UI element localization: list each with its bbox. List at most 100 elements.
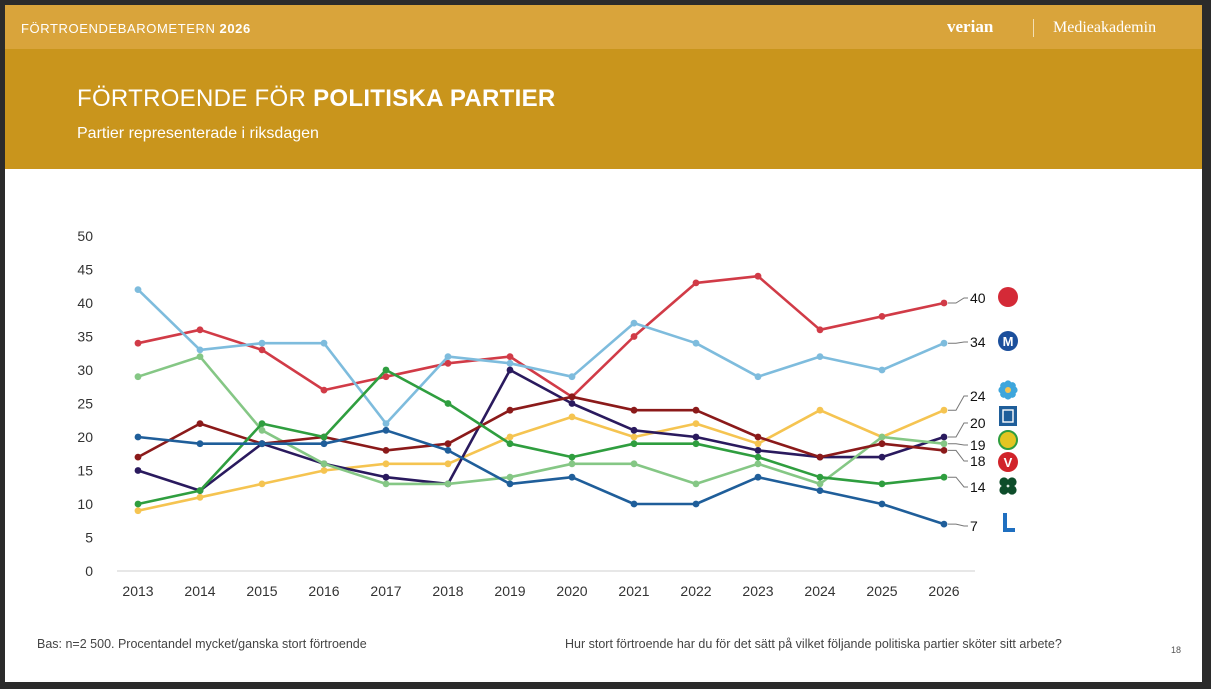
data-point: [134, 373, 142, 381]
data-point: [754, 460, 762, 468]
rose-icon: [998, 287, 1018, 307]
data-point: [506, 433, 514, 441]
series-line: [137, 368, 945, 492]
data-point: [692, 440, 700, 448]
data-point: [692, 339, 700, 347]
x-tick-label: 2021: [618, 583, 649, 599]
series-line: [137, 355, 945, 486]
data-point: [816, 480, 824, 488]
data-point: [630, 500, 638, 508]
data-point: [692, 420, 700, 427]
y-tick-label: 35: [77, 329, 93, 345]
data-point: [754, 433, 762, 441]
data-point: [134, 286, 142, 293]
series-line: [137, 368, 945, 506]
data-point: [630, 406, 638, 414]
data-point: [754, 373, 762, 381]
leader-line: [948, 443, 968, 446]
data-point: [692, 500, 700, 508]
data-point: [816, 453, 824, 461]
x-tick-label: 2019: [494, 583, 525, 599]
data-point: [940, 447, 948, 454]
data-point: [568, 473, 576, 481]
data-point: [196, 440, 204, 448]
data-point: [506, 359, 514, 367]
data-point: [816, 326, 824, 334]
data-point: [444, 359, 452, 367]
data-point: [754, 272, 762, 280]
header-band: FÖRTROENDE FÖR POLITISKA PARTIER Partier…: [5, 49, 1202, 169]
data-point: [940, 339, 948, 347]
x-tick-label: 2013: [122, 583, 153, 599]
brand-label: FÖRTROENDEBAROMETERN 2026: [21, 21, 251, 36]
series-end-label: 24: [970, 388, 986, 404]
y-tick-label: 10: [77, 496, 93, 512]
y-tick-label: 5: [85, 530, 93, 546]
leader-line: [948, 341, 968, 344]
data-point: [382, 460, 390, 468]
data-point: [568, 453, 576, 461]
kd-logo-icon: [999, 406, 1017, 426]
data-point: [444, 440, 452, 448]
data-point: [506, 406, 514, 414]
data-point: [878, 313, 886, 320]
data-point: [630, 433, 638, 441]
data-point: [816, 473, 824, 481]
data-point: [444, 400, 452, 407]
verian-logo: verian: [947, 17, 994, 36]
leader-line: [948, 422, 968, 438]
leader-line: [948, 523, 968, 527]
data-point: [382, 420, 390, 427]
clover-icon: [1007, 485, 1017, 495]
data-point: [444, 460, 452, 468]
series-line: [137, 408, 945, 512]
data-point: [754, 453, 762, 461]
data-point: [692, 433, 700, 441]
data-point: [320, 467, 328, 474]
series-end-label: 19: [970, 437, 986, 453]
data-point: [258, 346, 266, 354]
data-point: [196, 326, 204, 334]
series-end-label: 14: [970, 479, 986, 495]
y-tick-label: 45: [77, 262, 93, 278]
data-point: [692, 406, 700, 414]
data-point: [630, 333, 638, 340]
data-point: [258, 339, 266, 347]
leader-line: [948, 476, 968, 488]
series-line: [137, 274, 945, 399]
data-point: [940, 433, 948, 441]
l-logo-icon: [1003, 513, 1015, 532]
data-point: [568, 400, 576, 407]
data-point: [196, 353, 204, 360]
data-point: [940, 520, 948, 528]
leader-line: [948, 449, 968, 462]
data-point: [134, 467, 142, 474]
y-tick-label: 20: [77, 429, 93, 445]
data-point: [320, 433, 328, 441]
data-point: [320, 339, 328, 347]
data-point: [506, 440, 514, 448]
data-point: [940, 440, 948, 448]
m-logo-icon: [998, 331, 1018, 351]
page-title: FÖRTROENDE FÖR POLITISKA PARTIER: [77, 85, 556, 112]
flower-icon: [1008, 382, 1016, 390]
data-point: [382, 480, 390, 488]
x-tick-label: 2023: [742, 583, 773, 599]
data-point: [134, 500, 142, 508]
data-point: [382, 447, 390, 454]
y-tick-label: 15: [77, 463, 93, 479]
y-tick-label: 30: [77, 362, 93, 378]
x-tick-label: 2024: [804, 583, 835, 599]
medieakademin-logo: Medieakademin: [1053, 19, 1157, 36]
data-point: [506, 480, 514, 488]
data-point: [320, 386, 328, 394]
y-tick-label: 40: [77, 295, 93, 311]
data-point: [630, 440, 638, 448]
flower-center: [1005, 387, 1011, 393]
v-logo-icon: [998, 452, 1018, 472]
clover-icon: [999, 485, 1009, 495]
series-end-label: 18: [970, 453, 986, 469]
data-point: [568, 393, 576, 401]
data-point: [258, 420, 266, 427]
